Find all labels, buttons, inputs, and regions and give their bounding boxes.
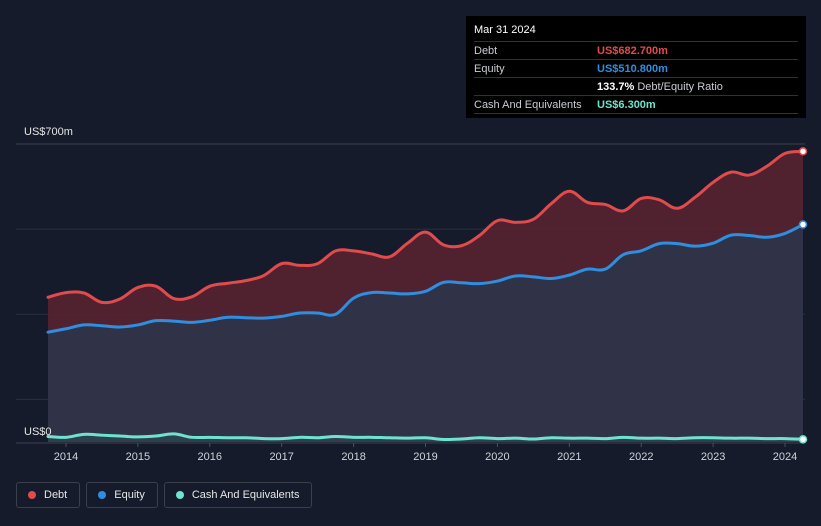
legend-label-equity: Equity xyxy=(114,489,145,501)
tooltip-date: Mar 31 2024 xyxy=(474,24,536,36)
end-markers xyxy=(798,147,808,444)
x-axis-ticks: 2014 2015 2016 2017 2018 2019 2020 2021 2022 2023… xyxy=(54,443,797,463)
tooltip-row-cash: Cash And Equivalents US$6.300m xyxy=(474,95,798,114)
tooltip-ratio-text: Debt/Equity Ratio xyxy=(637,80,723,93)
tooltip-cash-value: US$6.300m xyxy=(597,98,656,111)
line-equity xyxy=(46,223,805,334)
tooltip-row-equity: Equity US$510.800m xyxy=(474,59,798,77)
tooltip-debt-label: Debt xyxy=(474,44,498,57)
tooltip-row-debt: Debt US$682.700m xyxy=(474,41,798,59)
legend-dot-debt xyxy=(28,491,36,499)
chart-legend: Debt Equity Cash And Equivalents xyxy=(16,482,313,508)
series-areas xyxy=(48,151,803,442)
legend-item-equity[interactable]: Equity xyxy=(86,482,158,508)
x-tick-label-2019: 2019 xyxy=(413,451,437,463)
series-lines xyxy=(46,149,805,442)
x-tick-label-2022: 2022 xyxy=(629,451,653,463)
tooltip-equity-value: US$510.800m xyxy=(597,62,668,75)
x-tick-label-2024: 2024 xyxy=(773,451,797,463)
legend-item-cash[interactable]: Cash And Equivalents xyxy=(163,482,313,508)
tooltip-row-ratio: 133.7% Debt/Equity Ratio xyxy=(474,77,798,95)
line-debt xyxy=(46,149,805,305)
y-axis-bottom-label: US$0 xyxy=(24,426,52,438)
marker-equity xyxy=(798,220,808,229)
legend-item-debt[interactable]: Debt xyxy=(16,482,81,508)
marker-cash-and-equivalents xyxy=(798,435,808,444)
tooltip-debt-value: US$682.700m xyxy=(597,44,668,57)
tooltip-equity-label: Equity xyxy=(474,62,505,75)
marker-debt xyxy=(798,147,808,156)
tooltip-cash-label: Cash And Equivalents xyxy=(474,98,582,111)
x-tick-label-2018: 2018 xyxy=(341,451,365,463)
area-equity xyxy=(48,224,803,442)
legend-dot-cash xyxy=(175,491,184,499)
data-tooltip: Mar 31 2024 Debt US$682.700m Equity US$5… xyxy=(466,16,806,118)
x-tick-label-2021: 2021 xyxy=(557,451,581,463)
line-cash-and-equivalents xyxy=(46,432,805,442)
x-tick-label-2014: 2014 xyxy=(54,451,78,463)
legend-label-cash: Cash And Equivalents xyxy=(191,489,300,501)
x-tick-label-2015: 2015 xyxy=(126,451,150,463)
legend-label-debt: Debt xyxy=(44,489,68,501)
x-tick-label-2017: 2017 xyxy=(269,451,293,463)
y-axis-top-label: US$700m xyxy=(24,126,73,138)
legend-dot-equity xyxy=(98,491,107,499)
x-tick-label-2023: 2023 xyxy=(701,451,725,463)
tooltip-ratio-value: 133.7% xyxy=(597,80,635,93)
x-tick-label-2020: 2020 xyxy=(485,451,509,463)
x-tick-label-2016: 2016 xyxy=(198,451,222,463)
